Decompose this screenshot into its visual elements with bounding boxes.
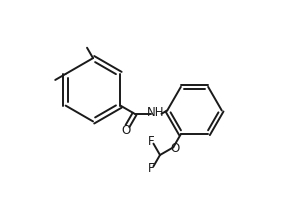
Text: O: O xyxy=(122,124,131,137)
Text: F: F xyxy=(147,135,154,148)
Text: NH: NH xyxy=(147,106,165,118)
Text: O: O xyxy=(171,142,180,155)
Text: F: F xyxy=(147,162,154,175)
